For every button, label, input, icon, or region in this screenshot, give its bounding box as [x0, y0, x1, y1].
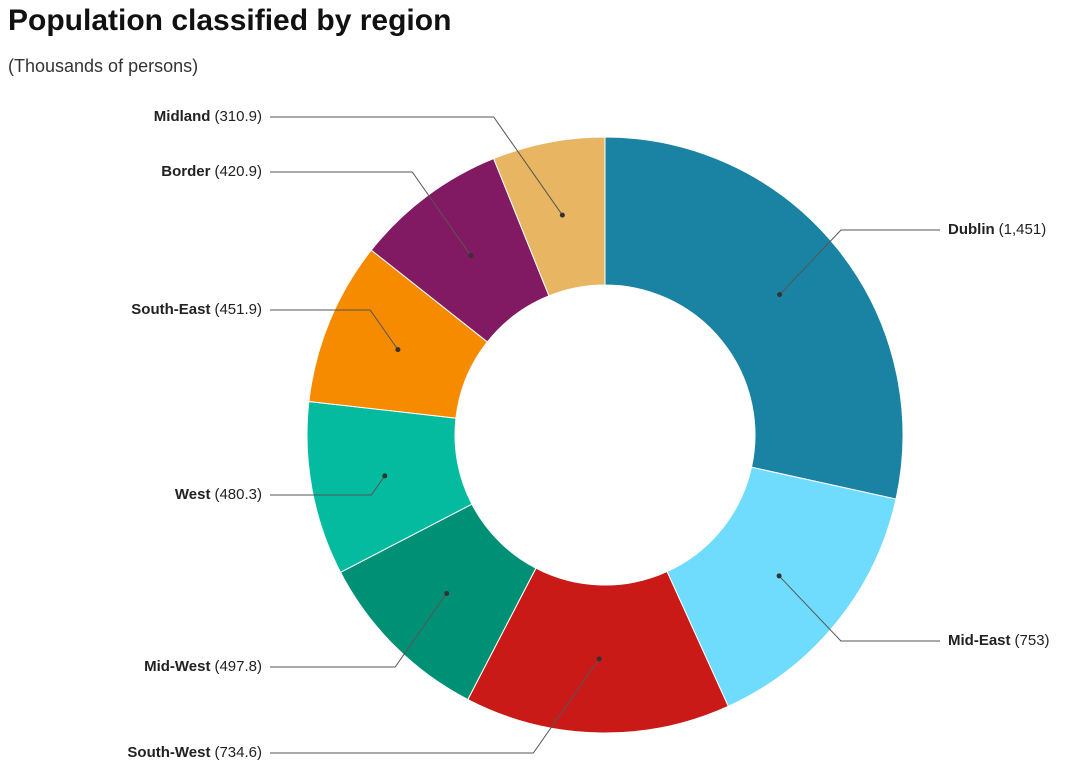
leader-dot — [382, 473, 388, 479]
slice-label: Border (420.9) — [161, 163, 262, 180]
slice-label: Mid-West (497.8) — [144, 658, 262, 675]
donut-slice — [467, 567, 729, 734]
donut-slice — [666, 466, 897, 707]
leader-line — [270, 116, 563, 216]
leader-line — [778, 575, 940, 642]
leader-dot — [444, 590, 450, 596]
donut-slice — [604, 136, 904, 500]
slice-name: Border — [161, 163, 210, 180]
leader-dot — [777, 292, 783, 298]
slice-value: (497.8) — [214, 658, 262, 675]
leader-dot — [395, 347, 401, 353]
slice-label: Midland (310.9) — [154, 108, 262, 125]
slice-name: Midland — [154, 108, 211, 125]
slice-name: Dublin — [948, 221, 995, 238]
leader-line — [270, 658, 600, 754]
slice-label: South-East (451.9) — [131, 301, 262, 318]
slice-label: South-West (734.6) — [127, 744, 262, 761]
leader-dot — [559, 212, 565, 218]
slice-value: (420.9) — [214, 163, 262, 180]
slice-value: (1,451) — [999, 221, 1047, 238]
donut-slice — [492, 136, 606, 297]
chart-subtitle: (Thousands of persons) — [8, 56, 198, 76]
leader-line — [270, 593, 448, 668]
slice-name: Mid-West — [144, 658, 210, 675]
slice-label: West (480.3) — [175, 486, 262, 503]
slice-value: (451.9) — [214, 301, 262, 318]
slice-name: Mid-East — [948, 632, 1011, 649]
slice-value: (480.3) — [214, 486, 262, 503]
slice-name: South-West — [127, 744, 210, 761]
slice-value: (753) — [1015, 632, 1050, 649]
slice-label: Dublin (1,451) — [948, 221, 1046, 238]
leader-line — [270, 475, 386, 496]
slice-value: (310.9) — [214, 108, 262, 125]
leader-line — [270, 309, 399, 350]
slice-label: Mid-East (753) — [948, 632, 1050, 649]
leader-line — [270, 171, 472, 256]
leader-dot — [596, 656, 602, 662]
leader-dot — [468, 253, 474, 259]
slice-value: (734.6) — [214, 744, 262, 761]
slice-name: South-East — [131, 301, 210, 318]
leader-dot — [776, 573, 782, 579]
slice-name: West — [175, 486, 211, 503]
chart-title: Population classified by region — [8, 4, 451, 37]
leader-line — [779, 229, 940, 296]
